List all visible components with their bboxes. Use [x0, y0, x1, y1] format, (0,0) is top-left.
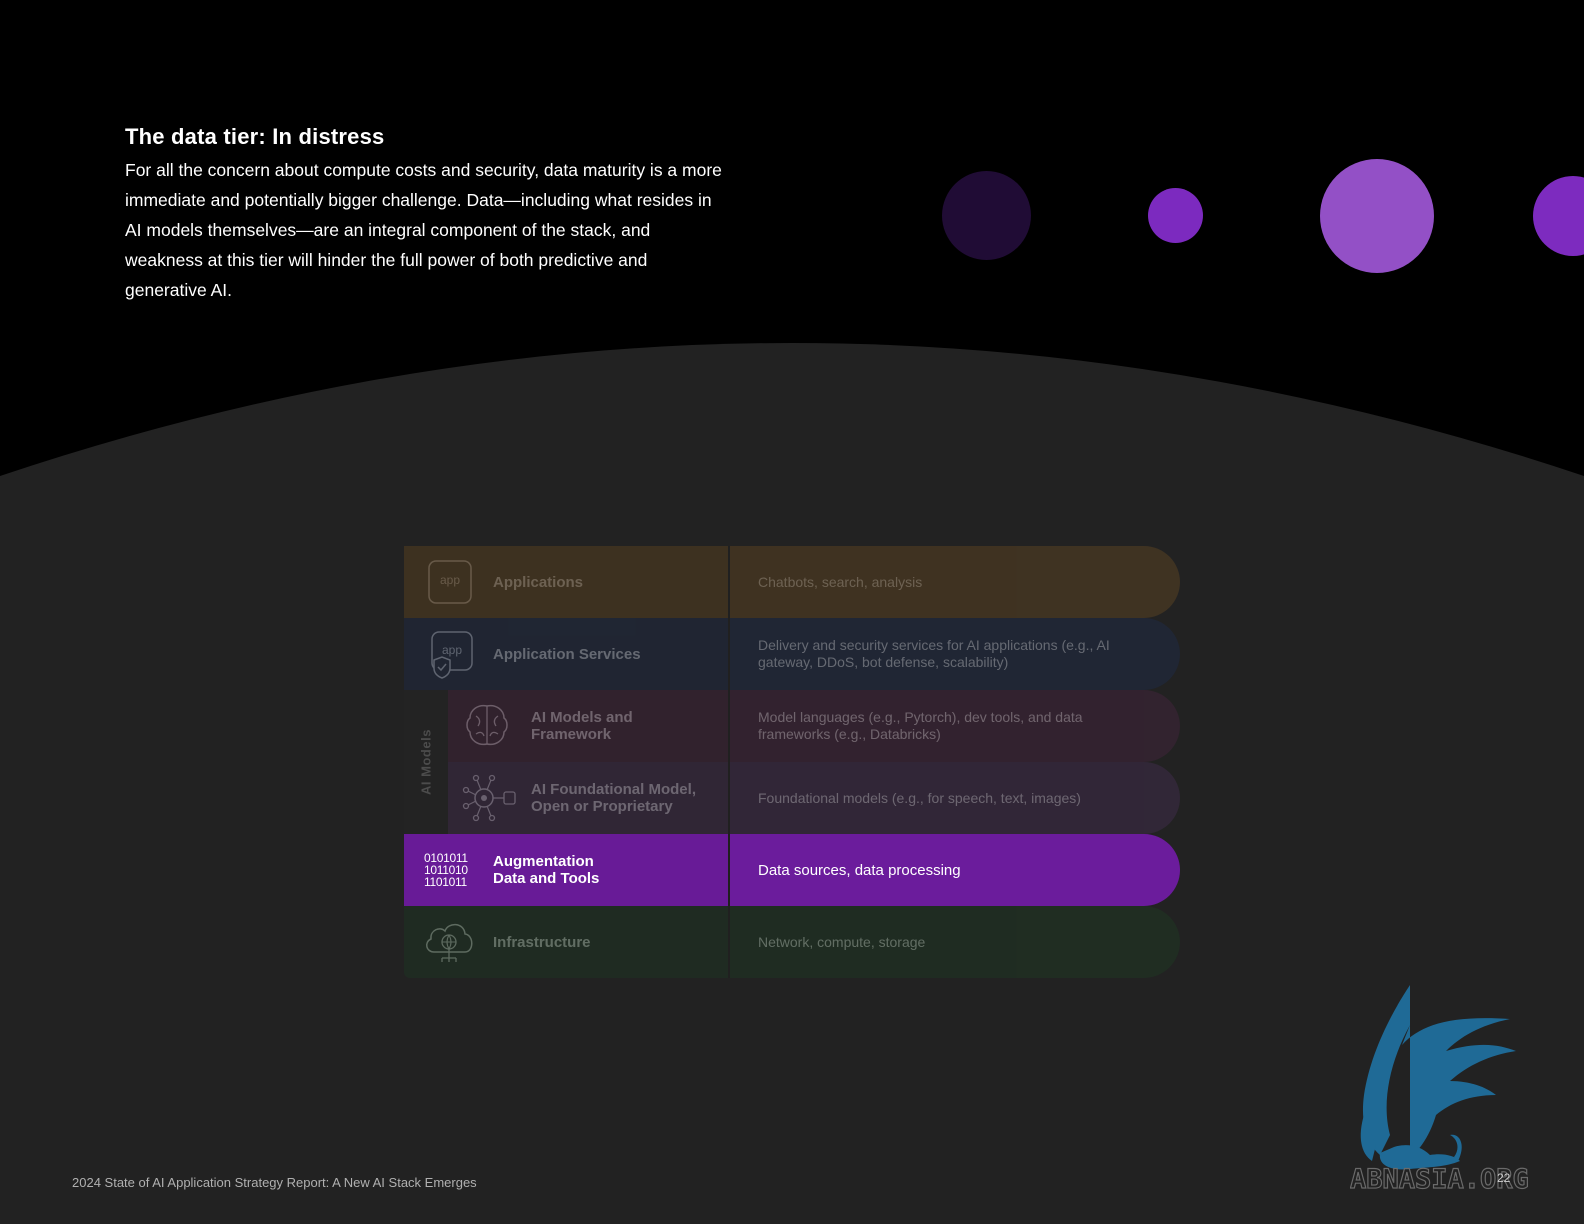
ai-models-side-tab: AI Models — [404, 690, 448, 834]
brain-icon — [466, 704, 508, 746]
layer-left-cell — [448, 690, 728, 762]
neural-network-icon — [462, 774, 516, 822]
layer-divider — [728, 762, 730, 834]
layer-label: Infrastructure — [493, 934, 591, 951]
layer-left-cell — [404, 906, 728, 978]
stack-layer-augmentation-data-tools: 0101011 1011010 1101011 Augmentation Dat… — [404, 834, 1180, 906]
section-paragraph: For all the concern about compute costs … — [125, 160, 722, 300]
decorative-circle-dark — [942, 171, 1031, 260]
binary-data-icon: 0101011 1011010 1101011 — [424, 851, 468, 889]
stack-layer-ai-models-framework: AI Models and Framework Model languages … — [404, 690, 1180, 762]
app-shield-icon: app — [431, 631, 473, 679]
layer-divider — [728, 618, 730, 690]
layer-label: Augmentation Data and Tools — [493, 853, 600, 887]
layer-divider — [728, 546, 730, 618]
layer-description: Delivery and security services for AI ap… — [758, 637, 1110, 670]
footer-text: 2024 State of AI Application Strategy Re… — [72, 1175, 477, 1190]
cloud-infrastructure-icon — [426, 923, 473, 962]
stack-layer-application-services: app Application Services Delivery and se… — [404, 618, 1180, 690]
layer-right-cell — [730, 618, 1180, 690]
layer-left-cell — [404, 618, 728, 690]
layer-label: Application Services — [493, 646, 641, 663]
layer-right-cell — [730, 546, 1180, 618]
layer-left-cell — [404, 834, 728, 906]
griffin-logo: ABNASIA.ORG — [1350, 985, 1529, 1196]
layer-right-cell — [730, 762, 1180, 834]
svg-text:app: app — [442, 643, 462, 657]
intro-section: The data tier: In distress For all the c… — [125, 124, 725, 305]
layer-divider — [728, 834, 730, 906]
stack-layer-applications: app Applications Chatbots, search, analy… — [404, 546, 1180, 618]
section-title: The data tier: In distress — [125, 124, 385, 149]
page-number: 22 — [1497, 1171, 1511, 1185]
layer-right-cell — [730, 690, 1180, 762]
stack-layer-infrastructure: Infrastructure Network, compute, storage — [404, 906, 1180, 978]
layer-left-cell — [404, 546, 728, 618]
layer-label: AI Models and Framework — [531, 709, 633, 743]
watermark-text: ABNASIA.ORG — [1350, 1164, 1529, 1195]
ai-stack-diagram: app Applications Chatbots, search, analy… — [404, 546, 1180, 978]
layer-description: Data sources, data processing — [758, 862, 961, 879]
decorative-circle-large — [1320, 159, 1434, 273]
layer-description: Chatbots, search, analysis — [758, 574, 923, 590]
layer-left-cell — [448, 762, 728, 834]
decorative-circle-small — [1148, 188, 1203, 243]
layer-divider — [728, 906, 730, 978]
layer-description: Foundational models (e.g., for speech, t… — [758, 790, 1081, 806]
layer-description: Network, compute, storage — [758, 934, 926, 950]
layer-description: Model languages (e.g., Pytorch), dev too… — [758, 709, 1083, 742]
stack-layer-ai-foundational-model: AI Foundational Model, Open or Proprieta… — [404, 762, 1180, 834]
layer-divider — [728, 690, 730, 762]
layer-label: AI Foundational Model, Open or Proprieta… — [531, 781, 696, 815]
layer-right-cell — [730, 834, 1180, 906]
layer-right-cell — [730, 906, 1180, 978]
svg-text:app: app — [440, 573, 460, 587]
layer-label: Applications — [493, 574, 584, 591]
app-icon: app — [428, 560, 472, 604]
